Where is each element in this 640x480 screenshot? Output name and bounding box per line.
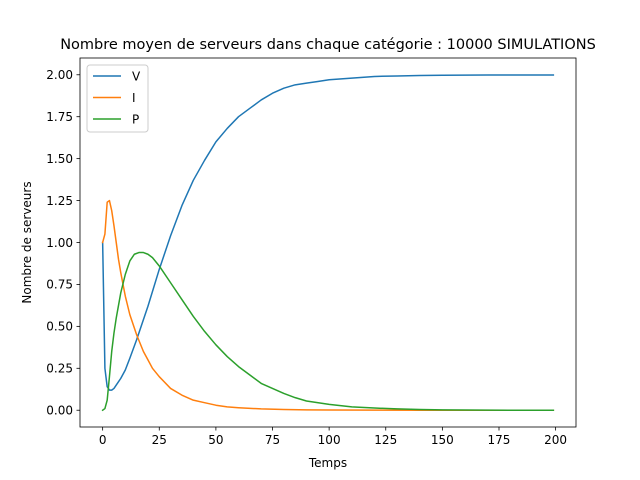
x-tick-label: 100	[318, 433, 341, 447]
x-tick-label: 50	[208, 433, 223, 447]
y-tick-label: 1.25	[46, 194, 73, 208]
y-axis-label: Nombre de serveurs	[20, 181, 34, 303]
series-layer	[101, 74, 555, 412]
series-line-v	[101, 74, 555, 391]
x-tick-label: 200	[544, 433, 567, 447]
y-tick-label: 0.50	[46, 320, 73, 334]
y-tick-label: 1.00	[46, 236, 73, 250]
plot-area	[79, 57, 577, 428]
x-tick-label: 125	[374, 433, 397, 447]
plot-background	[80, 58, 576, 427]
y-tick-label: 0.75	[46, 278, 73, 292]
y-tick-label: 1.75	[46, 110, 73, 124]
x-tick-label: 75	[265, 433, 280, 447]
x-tick-label: 25	[152, 433, 167, 447]
y-tick-label: 2.00	[46, 68, 73, 82]
x-tick-label: 0	[99, 433, 107, 447]
legend-label-v: V	[132, 69, 141, 83]
y-tick-label: 1.50	[46, 152, 73, 166]
series-line-p	[101, 251, 555, 412]
y-tick-label: 0.25	[46, 362, 73, 376]
x-axis-ticks: 0 25 50 75 100 125 150 175 200	[99, 427, 567, 447]
x-axis-label: Temps	[308, 456, 347, 470]
x-tick-label: 175	[488, 433, 511, 447]
series-line-i	[101, 199, 555, 411]
y-tick-label: 0.00	[46, 404, 73, 418]
legend-label-p: P	[132, 112, 139, 126]
y-axis-ticks: 0.00 0.25 0.50 0.75 1.00 1.25 1.50 1.75 2.00	[46, 68, 80, 418]
x-tick-label: 150	[431, 433, 454, 447]
legend-label-i: I	[132, 91, 136, 105]
legend: VIP	[86, 64, 149, 133]
legend-box	[86, 64, 149, 133]
chart-title: Nombre moyen de serveurs dans chaque cat…	[60, 37, 596, 53]
